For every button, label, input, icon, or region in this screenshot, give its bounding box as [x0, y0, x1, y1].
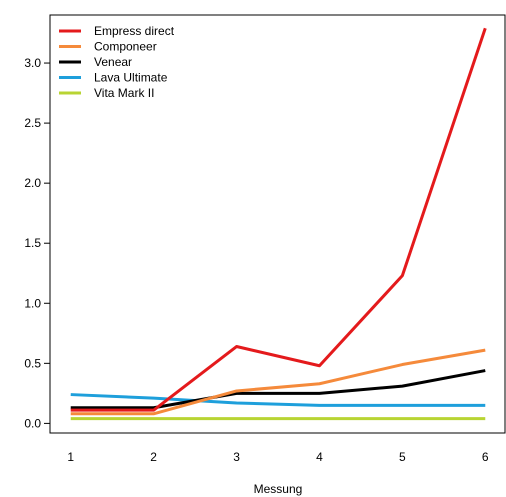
- y-tick-label: 0.0: [24, 416, 41, 430]
- x-tick-label: 2: [150, 450, 157, 464]
- series-line-empress-direct: [70, 27, 487, 412]
- series-line-componeer: [70, 348, 486, 416]
- legend-label: Vita Mark II: [94, 86, 154, 100]
- x-tick-label: 4: [316, 450, 323, 464]
- plot-border: [49, 14, 506, 434]
- y-tick-label: 2.5: [24, 116, 41, 130]
- y-axis: 0.0 0.5 1.0 1.5 2.0 2.5 3.0: [24, 56, 50, 430]
- legend-label: Venear: [94, 55, 132, 69]
- y-tick-label: 1.5: [24, 236, 41, 250]
- x-axis-title: Messung: [254, 482, 303, 496]
- legend-label: Empress direct: [94, 24, 175, 38]
- x-tick-label: 6: [482, 450, 489, 464]
- legend-label: Lava Ultimate: [94, 71, 168, 85]
- y-tick-label: 1.0: [24, 296, 41, 310]
- legend-label: Componeer: [94, 40, 157, 54]
- series-line-lava-ultimate: [70, 393, 486, 407]
- y-tick-label: 2.0: [24, 176, 41, 190]
- y-tick-label: 0.5: [24, 356, 41, 370]
- x-tick-label: 3: [233, 450, 240, 464]
- y-tick-label: 3.0: [24, 56, 41, 70]
- plot-frame: [49, 14, 506, 434]
- x-axis: 1 2 3 4 5 6: [67, 450, 489, 464]
- x-tick-label: 5: [399, 450, 406, 464]
- x-tick-label: 1: [67, 450, 74, 464]
- series-lines: [70, 27, 487, 421]
- series-line-venear: [70, 369, 486, 410]
